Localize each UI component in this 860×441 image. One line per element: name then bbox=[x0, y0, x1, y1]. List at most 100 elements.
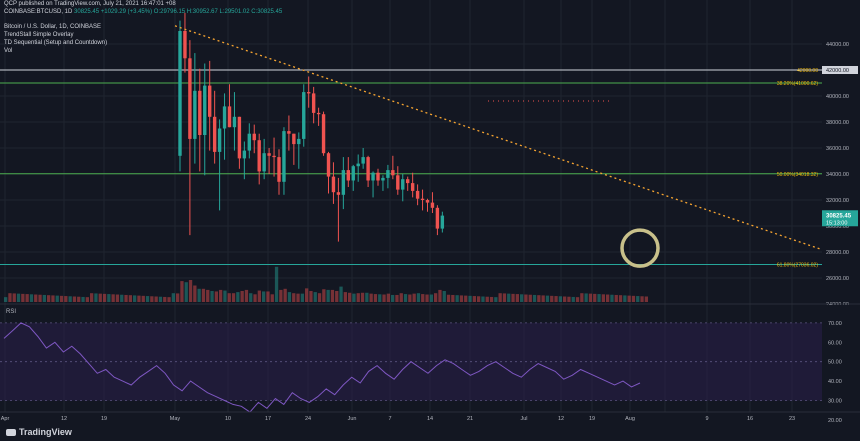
candle-body bbox=[302, 92, 306, 139]
volume-bar bbox=[618, 295, 623, 302]
indicator-1[interactable]: TrendStall Simple Overlay bbox=[4, 32, 74, 38]
symbol: COINBASE:BTCUSD, 1D bbox=[4, 9, 73, 15]
volume-bar bbox=[378, 294, 382, 302]
ohlc: O:29796.15 H:30952.67 L:29501.02 C:30825… bbox=[153, 9, 283, 15]
time-axis[interactable]: Apr 12 19 May 10 17 24 Jun 7 14 21 Jul 12 19 Aug 9 16 23 bbox=[0, 411, 860, 422]
volume-bar bbox=[34, 294, 38, 302]
volume-bar bbox=[601, 294, 605, 302]
candle-body bbox=[406, 179, 410, 184]
volume-bar bbox=[85, 297, 89, 302]
volume-bar bbox=[614, 294, 618, 302]
volume-bar bbox=[25, 294, 29, 302]
candle-body bbox=[351, 166, 355, 181]
volume-bar bbox=[446, 294, 451, 302]
rsi-tick-label: 70.00 bbox=[828, 321, 842, 327]
rsi-tick-label: 30.00 bbox=[828, 399, 842, 405]
volume-bar bbox=[348, 292, 352, 302]
time-tick-label: 12 bbox=[558, 416, 564, 422]
brand-name: TradingView bbox=[19, 427, 72, 437]
volume-bar bbox=[571, 296, 575, 302]
volume-bar bbox=[330, 289, 335, 302]
candle-body bbox=[282, 131, 286, 182]
volume-bar bbox=[98, 293, 102, 302]
volume-bar bbox=[399, 293, 403, 302]
volume-bar bbox=[468, 295, 472, 302]
volume-bar bbox=[64, 296, 68, 302]
volume-bar bbox=[429, 294, 433, 302]
candle-body bbox=[341, 170, 346, 195]
candle-body bbox=[396, 175, 400, 190]
countdown-label: 15:13:00 bbox=[826, 220, 847, 226]
candle-body bbox=[440, 215, 445, 229]
rsi-axis-bg bbox=[822, 305, 860, 412]
volume-bar bbox=[459, 295, 464, 302]
volume-bar bbox=[150, 296, 154, 302]
candle-body bbox=[386, 170, 390, 178]
volume-bar bbox=[494, 297, 498, 302]
time-tick-label: 12 bbox=[61, 416, 67, 422]
candle-body bbox=[331, 176, 336, 193]
volume-bar bbox=[472, 296, 476, 302]
candle-body bbox=[420, 198, 425, 200]
candle-body bbox=[203, 85, 207, 135]
volume-bar bbox=[231, 293, 236, 302]
volume-bar bbox=[47, 295, 51, 302]
volume-bar bbox=[580, 293, 584, 302]
volume-bar bbox=[72, 296, 77, 302]
volume-bar bbox=[81, 296, 85, 302]
candle-body bbox=[272, 155, 276, 158]
volume-bar bbox=[59, 295, 64, 302]
volume-bar bbox=[438, 289, 442, 302]
volume-bar bbox=[171, 293, 175, 302]
level-label: 50.00%(34018.32) bbox=[777, 172, 818, 178]
volume-bar bbox=[270, 294, 274, 302]
volume-bar bbox=[141, 295, 145, 302]
tradingview-logo[interactable]: TradingView bbox=[6, 427, 72, 437]
volume-bar bbox=[481, 296, 485, 302]
volume-bar bbox=[223, 290, 227, 302]
price-axis[interactable]: 24000.0026000.0028000.0030000.0032000.00… bbox=[822, 0, 860, 308]
indicator-3[interactable]: Vol bbox=[4, 48, 13, 54]
time-tick-label: 23 bbox=[789, 416, 795, 422]
indicator-2[interactable]: TD Sequential (Setup and Countdown) bbox=[4, 40, 108, 46]
candle-body bbox=[267, 153, 271, 156]
volume-bar bbox=[90, 293, 94, 302]
volume-bar bbox=[16, 293, 21, 302]
candle-body bbox=[183, 31, 187, 59]
volume-bar bbox=[588, 293, 593, 302]
volume-bar bbox=[644, 296, 648, 302]
volume-bar bbox=[537, 295, 541, 302]
volume-bar bbox=[498, 293, 502, 302]
volume-bar bbox=[4, 297, 8, 302]
volume-bar bbox=[421, 294, 425, 302]
candle-body bbox=[198, 90, 202, 135]
candle-body bbox=[193, 90, 197, 139]
volume-bar bbox=[38, 294, 42, 302]
volume-bar bbox=[197, 288, 201, 302]
volume-bar bbox=[184, 282, 188, 302]
candle-body bbox=[361, 157, 365, 164]
volume-bar bbox=[360, 292, 365, 302]
rsi-tick-label: 60.00 bbox=[828, 340, 842, 346]
volume-bar bbox=[335, 291, 339, 302]
rsi-pane[interactable]: 20.00 30.00 40.00 50.00 60.00 70.00 bbox=[0, 305, 860, 424]
candle-body bbox=[178, 31, 182, 156]
time-tick-label: 14 bbox=[427, 416, 433, 422]
volume-bar bbox=[12, 293, 16, 302]
volume-bar bbox=[249, 293, 253, 302]
volume-bar bbox=[408, 294, 412, 302]
candles bbox=[178, 12, 445, 242]
tradingview-icon bbox=[6, 429, 16, 436]
volume-bar bbox=[434, 293, 438, 302]
volume-bar bbox=[391, 294, 395, 302]
current-price-label: 30825.45 bbox=[826, 213, 852, 219]
price-tick-label: 44000.00 bbox=[826, 42, 849, 48]
rsi-tick-label: 50.00 bbox=[828, 360, 842, 366]
volume-bar bbox=[219, 289, 223, 302]
price-tick-label: 38000.00 bbox=[826, 120, 849, 126]
price-tick-label: 32000.00 bbox=[826, 198, 849, 204]
volume-bar bbox=[416, 293, 421, 302]
volume-bar bbox=[343, 292, 347, 302]
volume-bar bbox=[287, 292, 292, 302]
